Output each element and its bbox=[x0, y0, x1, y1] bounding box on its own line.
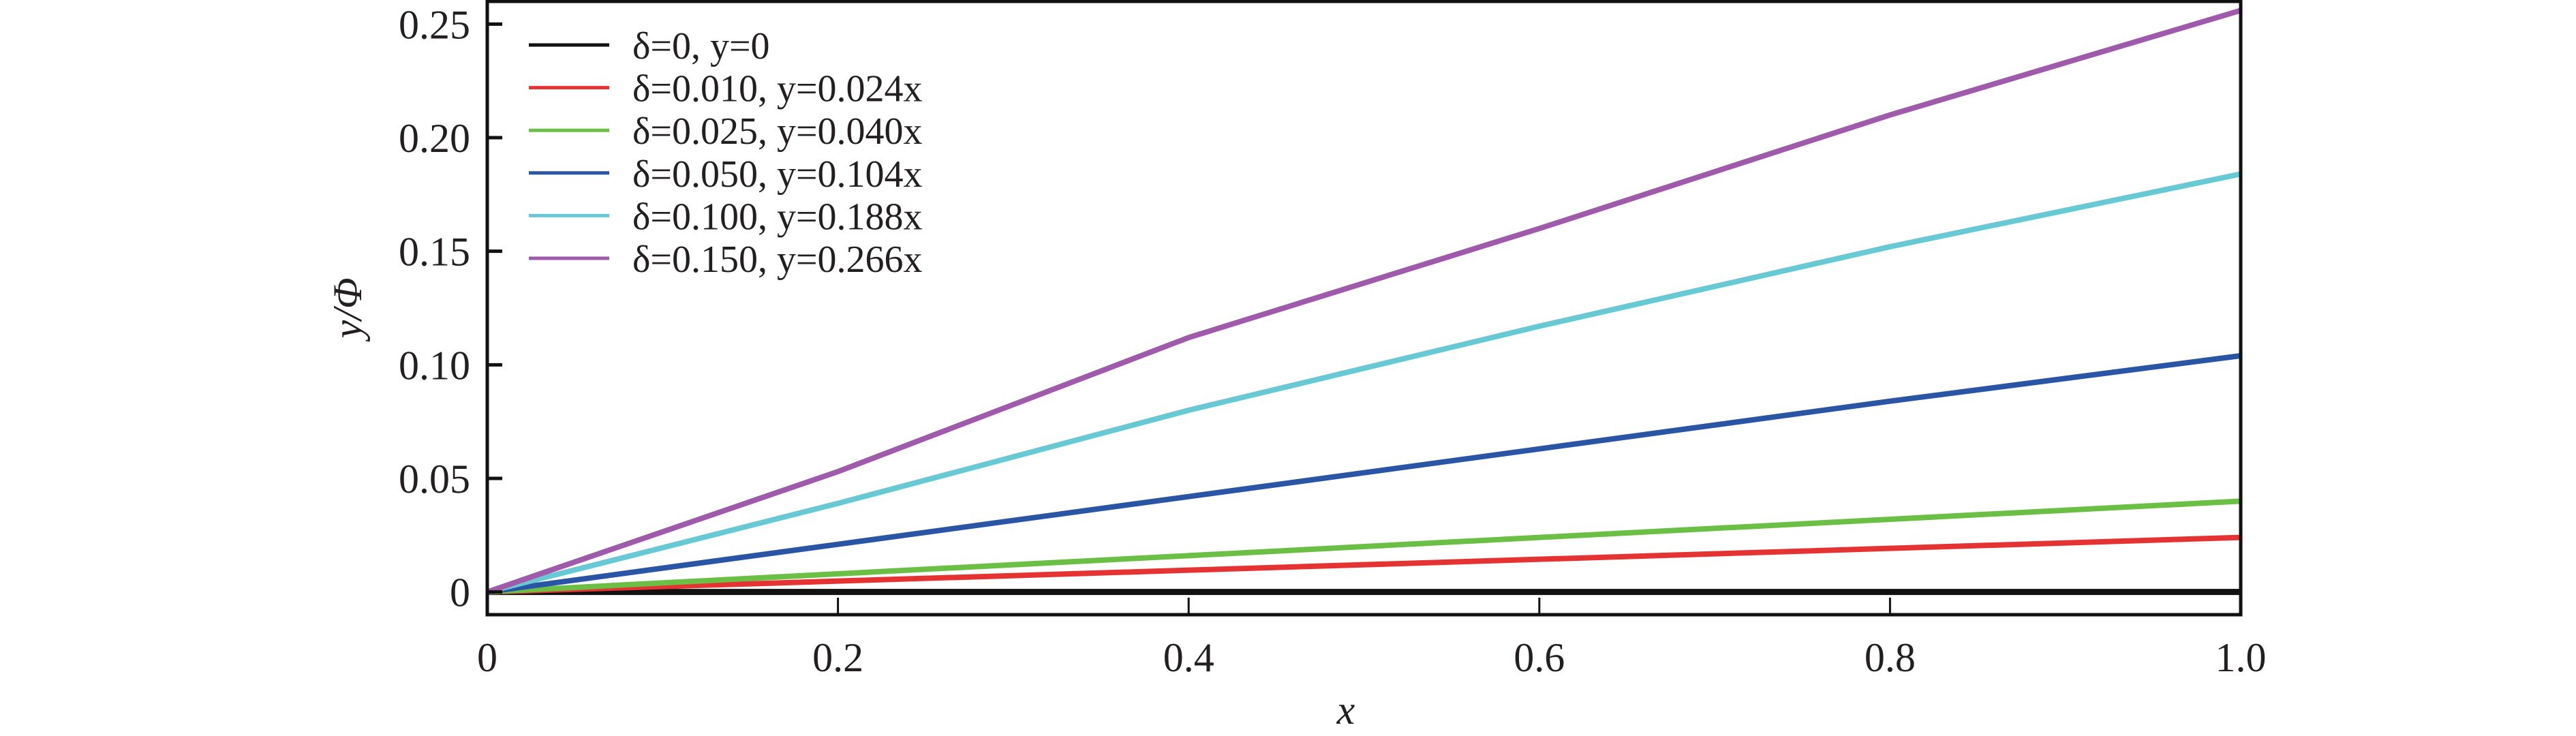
x-tick-label: 0.6 bbox=[1514, 635, 1565, 680]
legend-item: δ=0.050, y=0.104x bbox=[529, 153, 923, 196]
y-tick-label: 0.10 bbox=[399, 343, 470, 388]
legend-fit: y=0.024x bbox=[777, 68, 923, 110]
x-tick-label: 0.8 bbox=[1865, 635, 1916, 680]
legend-delta: δ=0.150 bbox=[632, 239, 758, 281]
ticks: 0 0.2 0.4 0.6 0.8 1.0 0 0.05 0.10 0.15 0.20 0.25 bbox=[399, 2, 2267, 680]
series-line-5 bbox=[486, 7, 2242, 595]
y-tick-label: 0.05 bbox=[399, 457, 470, 502]
legend-item: δ=0.010, y=0.024x bbox=[529, 68, 923, 110]
x-tick-label: 0.2 bbox=[812, 635, 863, 680]
legend-item: δ=0.025, y=0.040x bbox=[529, 110, 923, 153]
legend-delta: δ=0.010 bbox=[632, 68, 758, 110]
legend-separator: , bbox=[758, 153, 777, 196]
legend-separator: , bbox=[758, 68, 777, 110]
legend-label: δ=0, y=0 bbox=[632, 25, 770, 67]
legend-label: δ=0.050, y=0.104x bbox=[632, 153, 923, 196]
legend-fit: y=0.040x bbox=[777, 110, 923, 153]
series-line-2 bbox=[487, 498, 2241, 595]
legend-fit: y=0.266x bbox=[777, 239, 923, 281]
y-tick-label: 0.20 bbox=[399, 116, 470, 161]
series-line-3 bbox=[487, 353, 2241, 595]
legend-separator: , bbox=[758, 239, 777, 281]
legend-item: δ=0.150, y=0.266x bbox=[529, 239, 923, 281]
y-tick-label: 0.25 bbox=[399, 2, 470, 47]
legend-fit: y=0.188x bbox=[777, 196, 923, 238]
series-lines bbox=[486, 7, 2242, 596]
legend-fit: y=0 bbox=[710, 25, 770, 67]
legend-fit: y=0.104x bbox=[777, 153, 923, 196]
legend-label: δ=0.150, y=0.266x bbox=[632, 239, 923, 281]
legend-separator: , bbox=[758, 196, 777, 238]
legend-separator: , bbox=[758, 110, 777, 153]
y-axis-label: y/Φ bbox=[325, 278, 370, 343]
legend-label: δ=0.010, y=0.024x bbox=[632, 68, 923, 110]
x-tick-label: 1.0 bbox=[2215, 635, 2267, 680]
x-axis-label: x bbox=[1336, 688, 1355, 733]
legend-delta: δ=0 bbox=[632, 25, 691, 67]
legend-delta: δ=0.100 bbox=[632, 196, 758, 238]
legend-label: δ=0.025, y=0.040x bbox=[632, 110, 923, 153]
legend-item: δ=0, y=0 bbox=[529, 25, 770, 67]
x-tick-label: 0 bbox=[477, 635, 497, 680]
series-line-4 bbox=[487, 171, 2241, 595]
legend-separator: , bbox=[691, 25, 710, 67]
legend-delta: δ=0.050 bbox=[632, 153, 758, 196]
y-tick-label: 0 bbox=[450, 570, 470, 615]
legend-item: δ=0.100, y=0.188x bbox=[529, 196, 923, 238]
y-tick-label: 0.15 bbox=[399, 230, 470, 275]
x-tick-label: 0.4 bbox=[1163, 635, 1214, 680]
legend-label: δ=0.100, y=0.188x bbox=[632, 196, 923, 238]
legend-delta: δ=0.025 bbox=[632, 110, 758, 153]
series-line-1 bbox=[487, 534, 2241, 595]
plot-frame bbox=[485, 0, 2243, 617]
